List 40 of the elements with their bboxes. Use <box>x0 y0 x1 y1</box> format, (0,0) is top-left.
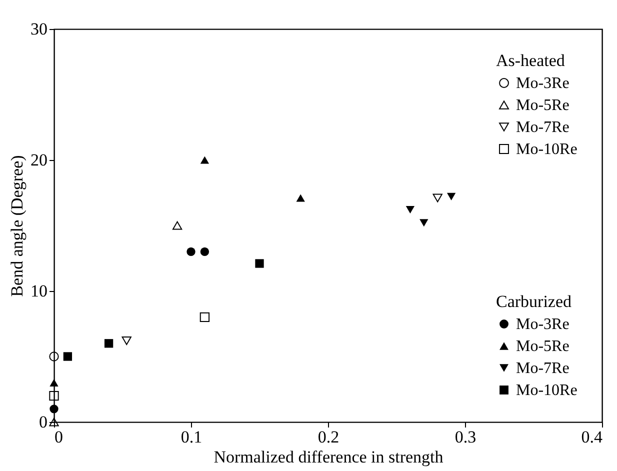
point <box>406 206 415 214</box>
point <box>200 312 210 322</box>
point <box>122 336 132 346</box>
y-tick-label: 10 <box>30 282 48 300</box>
point <box>49 390 59 401</box>
legend-label: Mo-3Re <box>516 316 570 333</box>
point <box>446 192 456 200</box>
x-tick-label: 0.1 <box>180 428 202 446</box>
x-tick-label: 0 <box>54 428 63 446</box>
point <box>49 352 59 362</box>
legend-label: Mo-5Re <box>516 97 570 114</box>
text: Carburized <box>496 292 572 311</box>
point <box>200 156 210 164</box>
point <box>49 418 59 426</box>
y-tick-label: 20 <box>30 150 48 170</box>
legend-label: Mo-10Re <box>516 382 578 399</box>
legend-label: Mo-10Re <box>516 141 578 158</box>
legend-label: Mo-7Re <box>516 360 570 377</box>
point <box>432 194 442 202</box>
x-tick-label: 0.4 <box>581 428 603 446</box>
point <box>104 339 114 348</box>
point <box>296 194 305 202</box>
point <box>50 404 58 414</box>
y-tick-label: 30 <box>30 20 48 38</box>
point <box>172 221 182 230</box>
point <box>63 352 72 361</box>
text: As-heated <box>496 51 565 70</box>
x-tick-label: 0.2 <box>318 428 340 446</box>
point <box>420 219 428 227</box>
point <box>255 259 264 268</box>
legend-label: Mo-5Re <box>516 338 570 355</box>
point <box>186 247 196 256</box>
point <box>200 247 210 256</box>
x-tick-label: 0.3 <box>454 428 476 446</box>
legend-label: Mo-7Re <box>516 119 570 136</box>
legend-label: Mo-3Re <box>516 75 570 92</box>
y-axis-title: Bend angle (Degree) <box>8 155 26 297</box>
x-axis-title: Normalized difference in strength <box>214 448 444 466</box>
point <box>50 378 58 386</box>
y-tick-label: 0 <box>39 412 48 432</box>
